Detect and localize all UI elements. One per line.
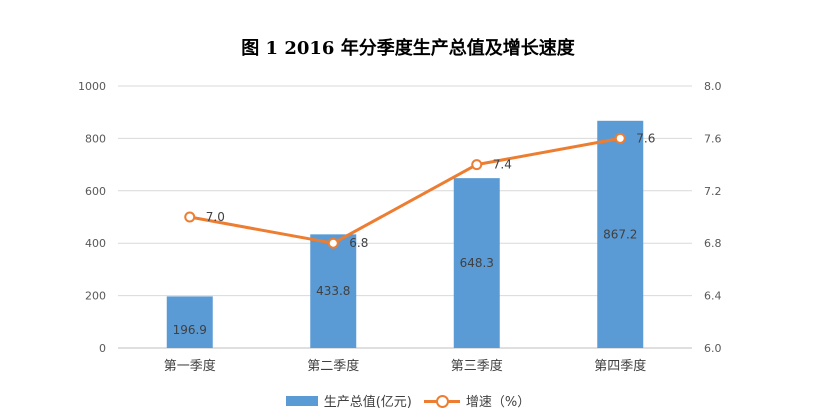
line-point [184,211,196,223]
bar-value-label: 648.3 [460,256,494,270]
line-series [189,136,621,245]
bar-value-label: 196.9 [173,323,207,337]
category-label: 第一季度 [164,358,216,374]
line-value-label: 7.0 [206,210,225,224]
left-tick-label: 1000 [78,80,106,93]
line-value-label: 7.6 [636,131,655,145]
right-tick-label: 7.2 [704,185,722,198]
bar [166,296,213,348]
bar-value-label: 433.8 [316,284,350,298]
right-tick-label: 7.6 [704,132,722,145]
legend-line-label: 增速（%） [465,395,531,410]
legend-item-line: 增速（%） [423,391,531,410]
left-tick-label: 600 [85,185,106,198]
right-tick-label: 6.0 [704,342,722,355]
legend-item-bar: 生产总值(亿元) [285,391,412,410]
category-label: 第四季度 [594,358,646,374]
right-tick-label: 8.0 [704,80,722,93]
legend-bar-label: 生产总值(亿元) [323,395,412,410]
legend-line-swatch [423,394,460,408]
legend: 生产总值(亿元) 增速（%） [0,391,816,410]
category-label: 第三季度 [451,358,503,374]
line-point [614,132,626,144]
line-value-label: 7.4 [493,158,512,172]
left-tick-label: 800 [85,132,106,145]
left-tick-label: 0 [99,342,106,355]
line-point [327,237,339,249]
bar [453,178,500,348]
bar-value-label: 867.2 [603,227,637,241]
right-tick-label: 6.4 [704,290,722,303]
line-value-label: 6.8 [349,236,368,250]
left-tick-label: 400 [85,237,106,250]
left-tick-label: 200 [85,290,106,303]
right-tick-label: 6.8 [704,237,722,250]
bar [310,234,357,348]
category-label: 第二季度 [307,358,359,374]
legend-bar-swatch [285,395,318,406]
bar [597,120,644,348]
line-point [471,159,483,171]
chart-title: 图 1 2016 年分季度生产总值及增长速度 [241,38,575,59]
